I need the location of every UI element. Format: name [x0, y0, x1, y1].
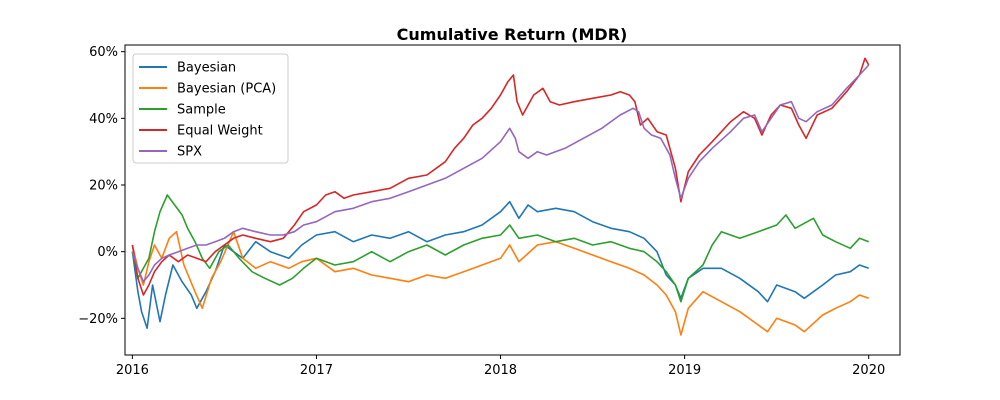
legend: Bayesian Bayesian (PCA) Sample Equal Weight…: [132, 53, 289, 164]
plot-frame: [124, 44, 901, 356]
x-tick-label: 2020: [852, 363, 885, 378]
x-tick-label: 2016: [116, 363, 149, 378]
y-tick-label: −20%: [78, 312, 118, 327]
legend-label-2: Sample: [177, 103, 226, 118]
series-line-3: [131, 57, 870, 296]
y-tick-label: 60%: [89, 45, 118, 60]
series-line-1: [131, 230, 869, 336]
y-tick-label: 20%: [89, 179, 118, 194]
x-tick-label: 2018: [484, 363, 517, 378]
series-line-0: [131, 200, 869, 330]
legend-label-0: Bayesian: [177, 61, 236, 76]
series-layer: [131, 57, 870, 336]
legend-label-1: Bayesian (PCA): [177, 82, 276, 97]
y-tick-label: 0%: [97, 245, 118, 260]
legend-box: [132, 53, 289, 164]
legend-label-3: Equal Weight: [177, 124, 263, 139]
series-line-4: [131, 64, 870, 283]
series-line-2: [131, 194, 869, 303]
x-tick-label: 2017: [300, 363, 333, 378]
axis-layer: 2016 2017 2018 2019 2020 −20% 0% 20% 40% 60%: [78, 45, 885, 378]
chart-title: Cumulative Return (MDR): [397, 25, 628, 44]
x-tick-label: 2019: [668, 363, 701, 378]
legend-label-4: SPX: [177, 145, 202, 160]
y-tick-label: 40%: [89, 112, 118, 127]
